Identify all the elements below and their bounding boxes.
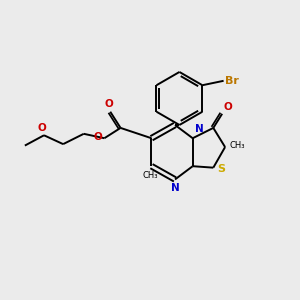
Text: O: O <box>223 102 232 112</box>
Text: CH₃: CH₃ <box>229 141 245 150</box>
Text: S: S <box>217 164 225 174</box>
Text: O: O <box>104 99 113 110</box>
Text: N: N <box>195 124 203 134</box>
Text: O: O <box>94 132 103 142</box>
Text: N: N <box>171 183 179 193</box>
Text: Br: Br <box>225 76 238 86</box>
Text: O: O <box>38 123 46 133</box>
Text: CH₃: CH₃ <box>142 171 158 180</box>
